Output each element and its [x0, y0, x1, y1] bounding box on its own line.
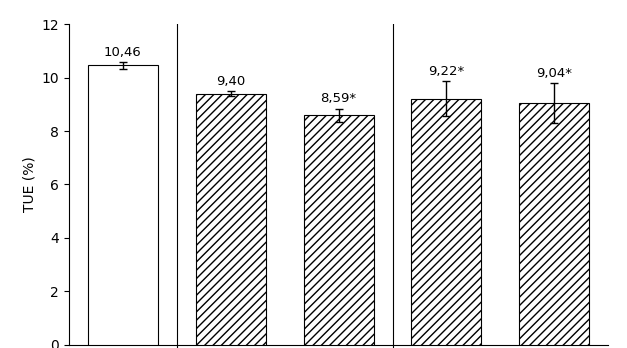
Text: 8,59*: 8,59* — [320, 93, 357, 105]
Bar — [411, 98, 482, 345]
Text: 9,40: 9,40 — [216, 75, 245, 88]
Bar — [88, 65, 158, 345]
Text: 10,46: 10,46 — [104, 46, 142, 59]
Bar — [303, 115, 374, 345]
Text: 9,22*: 9,22* — [428, 65, 465, 78]
Bar — [196, 94, 266, 345]
Text: 9,04*: 9,04* — [536, 67, 572, 80]
Y-axis label: TUE (%): TUE (%) — [22, 157, 36, 212]
Bar — [519, 103, 589, 345]
